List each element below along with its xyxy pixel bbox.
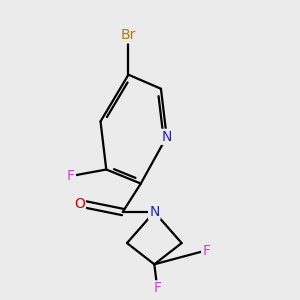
Text: F: F [67, 169, 75, 183]
Text: Br: Br [121, 28, 136, 43]
Text: F: F [153, 281, 161, 296]
Text: N: N [149, 205, 160, 219]
Text: N: N [161, 130, 172, 144]
Text: F: F [202, 244, 210, 258]
Text: O: O [74, 197, 85, 211]
